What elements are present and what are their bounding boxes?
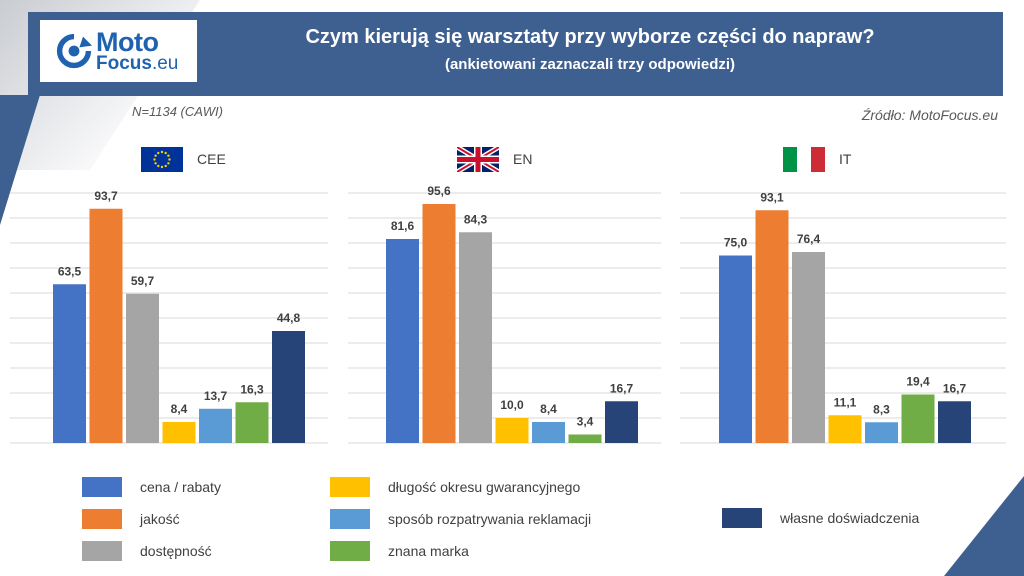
data-label-en-marka: 3,4 [577, 415, 594, 429]
bar-it-marka [901, 394, 935, 443]
region-header-it: IT [783, 146, 851, 172]
legend-item-doswiadczenie: własne doświadczenia [722, 508, 919, 528]
legend-item-dostepnosc: dostępność [82, 541, 212, 561]
it-flag-icon [783, 146, 825, 172]
data-label-cee-doswiadczenie: 44,8 [277, 311, 301, 325]
data-label-it-doswiadczenie: 16,7 [943, 381, 967, 395]
legend-swatch-doswiadczenie [722, 508, 762, 528]
data-label-en-reklamacje: 8,4 [540, 402, 557, 416]
data-label-cee-jakosc: 93,7 [94, 189, 118, 203]
data-label-cee-cena: 63,5 [58, 264, 82, 278]
data-label-it-cena: 75,0 [724, 236, 748, 250]
bar-cee-jakosc [89, 208, 123, 443]
bar-cee-reklamacje [199, 408, 232, 443]
bar-en-cena [386, 239, 419, 443]
logo-arrows-icon [56, 33, 92, 69]
legend-label-gwarancja: długość okresu gwarancyjnego [388, 479, 581, 495]
bar-en-gwarancja [495, 418, 529, 443]
chart-title: Czym kierują się warsztaty przy wyborze … [305, 26, 875, 48]
legend-item-marka: znana marka [330, 541, 469, 561]
bar-cee-dostepnosc [126, 293, 159, 443]
bar-en-dostepnosc [459, 232, 492, 443]
data-label-it-jakosc: 93,1 [760, 190, 784, 204]
data-label-en-doswiadczenie: 16,7 [610, 381, 634, 395]
region-header-en: EN [457, 146, 532, 172]
legend-label-cena: cena / rabaty [140, 479, 221, 495]
legend-swatch-dostepnosc [82, 541, 122, 561]
eu-flag-icon [141, 146, 183, 172]
bar-it-dostepnosc [792, 252, 825, 443]
legend-label-doswiadczenie: własne doświadczenia [780, 510, 920, 526]
uk-flag-icon [457, 146, 499, 172]
region-header-cee: CEE [141, 146, 226, 172]
bar-en-marka [568, 434, 602, 443]
legend-item-jakosc: jakość [82, 509, 180, 529]
legend-item-gwarancja: długość okresu gwarancyjnego [330, 477, 580, 497]
legend-swatch-reklamacje [330, 509, 370, 529]
legend-label-reklamacje: sposób rozpatrywania reklamacji [388, 511, 592, 527]
bar-cee-cena [53, 284, 86, 443]
data-label-cee-gwarancja: 8,4 [171, 402, 188, 416]
legend-swatch-cena [82, 477, 122, 497]
bar-cee-doswiadczenie [272, 331, 305, 443]
bar-it-jakosc [755, 210, 789, 443]
chart-subtitle: (ankietowani zaznaczali trzy odpowiedzi) [444, 56, 736, 73]
data-label-en-jakosc: 95,6 [427, 184, 451, 198]
data-label-cee-dostepnosc: 59,7 [131, 274, 155, 288]
sample-size-note: N=1134 (CAWI) [132, 104, 223, 119]
source-note: Źródło: MotoFocus.eu [861, 107, 998, 123]
legend-item-reklamacje: sposób rozpatrywania reklamacji [330, 509, 591, 529]
logo-text-focus: Focus.eu [96, 53, 179, 74]
region-label-it: IT [839, 151, 852, 167]
bar-it-reklamacje [865, 422, 898, 443]
data-label-en-gwarancja: 10,0 [500, 398, 524, 412]
bar-it-doswiadczenie [938, 401, 971, 443]
bar-en-doswiadczenie [605, 401, 638, 443]
data-label-it-gwarancja: 11,1 [834, 395, 857, 409]
data-label-it-marka: 19,4 [906, 375, 930, 389]
data-label-cee-marka: 16,3 [240, 382, 264, 396]
logo-text-moto: Moto [96, 27, 159, 57]
motofocus-logo: Moto Focus.eu [40, 20, 197, 82]
legend-label-dostepnosc: dostępność [140, 543, 212, 559]
bar-en-reklamacje [532, 422, 565, 443]
legend-item-cena: cena / rabaty [82, 477, 221, 497]
data-label-en-dostepnosc: 84,3 [464, 212, 488, 226]
legend-swatch-marka [330, 541, 370, 561]
legend-swatch-gwarancja [330, 477, 370, 497]
data-label-it-reklamacje: 8,3 [873, 402, 890, 416]
legend-label-jakosc: jakość [140, 511, 180, 527]
bar-cee-gwarancja [162, 422, 196, 443]
data-label-en-cena: 81,6 [391, 219, 415, 233]
bar-cee-marka [235, 402, 269, 443]
region-label-en: EN [513, 151, 533, 167]
region-label-cee: CEE [197, 151, 226, 167]
data-label-cee-reklamacje: 13,7 [204, 389, 228, 403]
bar-it-cena [719, 255, 752, 443]
legend-label-marka: znana marka [388, 543, 469, 559]
bar-it-gwarancja [828, 415, 862, 443]
data-label-it-dostepnosc: 76,4 [797, 232, 821, 246]
bar-en-jakosc [422, 204, 456, 443]
legend-swatch-jakosc [82, 509, 122, 529]
